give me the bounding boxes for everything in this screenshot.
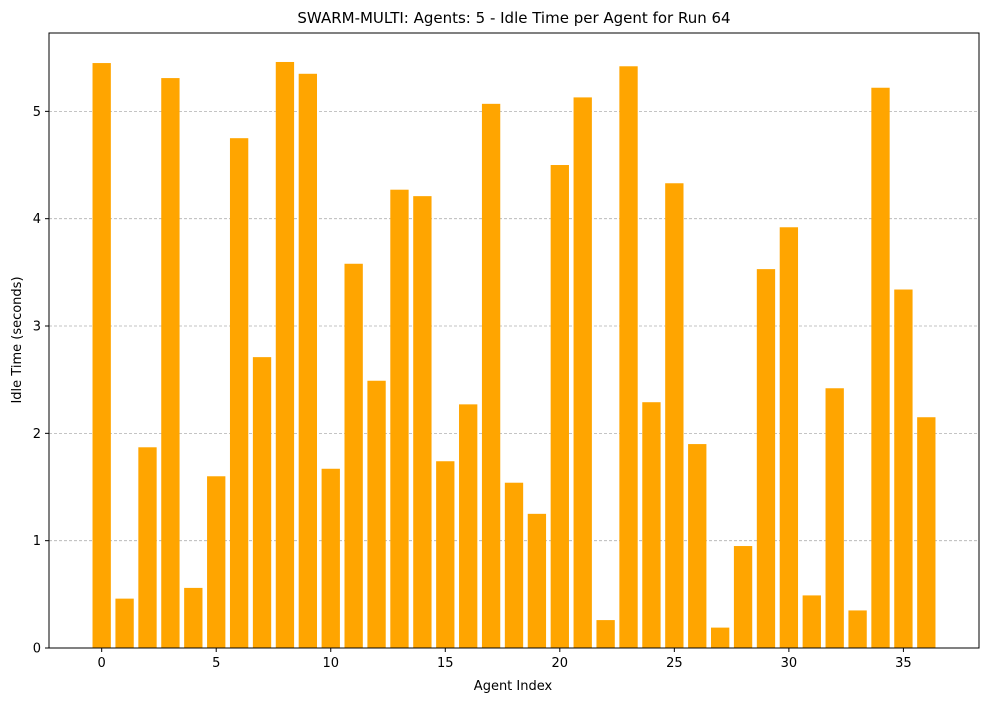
x-tick-label: 25 (666, 656, 683, 671)
bars (92, 61, 936, 649)
bar-agent-16 (459, 404, 478, 648)
bar-agent-25 (665, 183, 684, 648)
bar-agent-18 (504, 482, 524, 648)
bar-agent-14 (413, 196, 432, 648)
bar-agent-1 (115, 598, 134, 648)
bar-agent-17 (481, 103, 501, 648)
bar-agent-8 (275, 61, 295, 648)
y-tick-label: 0 (33, 642, 41, 657)
x-tick-label: 15 (437, 656, 454, 671)
bar-agent-7 (252, 357, 272, 648)
y-tick-label: 4 (33, 212, 41, 227)
bar-agent-2 (138, 447, 157, 648)
bar-agent-36 (917, 417, 936, 648)
y-tick-label: 2 (33, 427, 41, 442)
bar-agent-30 (779, 227, 799, 648)
x-tick-label: 30 (781, 656, 798, 671)
plot-frame (48, 32, 980, 649)
bar-agent-33 (848, 610, 867, 648)
x-tick-label: 0 (98, 656, 106, 671)
bar-agent-35 (894, 289, 913, 648)
bar-agent-32 (825, 388, 844, 648)
bar-agent-27 (710, 627, 730, 648)
bar-agent-29 (756, 269, 776, 648)
x-tick-label: 35 (895, 656, 912, 671)
y-tick-label: 1 (33, 534, 41, 549)
x-tick-label: 20 (552, 656, 569, 671)
bar-agent-28 (733, 546, 753, 648)
bar-agent-12 (367, 380, 386, 648)
y-axis-label: Idle Time (seconds) (10, 276, 25, 403)
chart-title: SWARM-MULTI: Agents: 5 - Idle Time per A… (297, 9, 730, 27)
bar-agent-19 (527, 513, 547, 648)
y-tick-label: 5 (33, 105, 41, 120)
bar-agent-5 (207, 476, 226, 648)
bar-agent-11 (344, 263, 363, 648)
bar-agent-4 (184, 587, 203, 648)
bar-agent-6 (229, 138, 249, 649)
bar-agent-24 (642, 402, 661, 648)
grid-lines (49, 110, 979, 542)
bar-agent-3 (161, 78, 180, 648)
bar-agent-0 (92, 63, 111, 648)
bar-agent-26 (688, 444, 707, 648)
bar-agent-22 (596, 620, 615, 648)
x-axis-label: Agent Index (474, 679, 553, 694)
y-tick-label: 3 (33, 320, 41, 335)
bar-agent-15 (436, 461, 455, 648)
bar-agent-13 (390, 189, 409, 648)
bar-agent-21 (573, 97, 592, 649)
bar-agent-10 (321, 468, 340, 648)
x-axis-ticks: 0 5 10 15 20 25 30 35 (98, 648, 912, 671)
x-tick-label: 10 (322, 656, 339, 671)
bar-agent-31 (802, 595, 821, 648)
bar-agent-20 (550, 165, 569, 649)
bar-agent-9 (298, 73, 318, 648)
x-tick-label: 5 (212, 656, 220, 671)
y-axis-ticks: 0 1 2 3 4 5 (33, 105, 49, 657)
bar-agent-23 (619, 66, 638, 648)
bar-agent-34 (871, 87, 890, 648)
